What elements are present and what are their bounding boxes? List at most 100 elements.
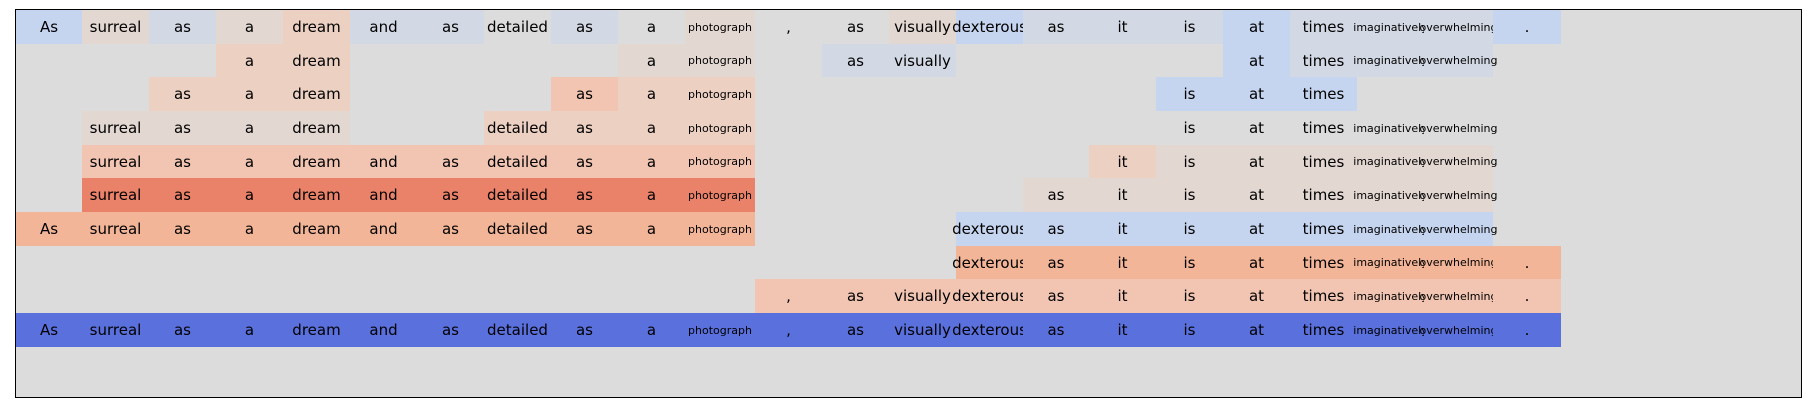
token-cell: overwhelming — [1419, 44, 1498, 77]
token-cell: a — [216, 44, 283, 77]
token-cell: it — [1089, 178, 1156, 212]
token-cell: . — [1493, 10, 1561, 44]
token-cell: detailed — [484, 313, 551, 347]
token-cell: at — [1223, 279, 1290, 313]
token-cell: and — [350, 178, 417, 212]
token-cell: dream — [283, 10, 350, 44]
token-cell: at — [1223, 111, 1290, 145]
token-cell: visually — [889, 10, 956, 44]
token-cell: overwhelming — [1419, 212, 1498, 246]
token-cell: as — [1023, 10, 1089, 44]
token-cell: overwhelming — [1419, 10, 1498, 44]
token-cell: times — [1290, 111, 1357, 145]
token-cell: as — [551, 178, 618, 212]
token-cell: , — [755, 10, 822, 44]
token-cell: and — [350, 313, 417, 347]
token-cell: a — [618, 145, 685, 178]
token-cell: times — [1290, 313, 1357, 347]
token-cell: detailed — [484, 212, 551, 246]
token-cell: a — [216, 313, 283, 347]
token-cell: is — [1156, 10, 1223, 44]
token-cell: as — [822, 10, 889, 44]
token-cell: As — [16, 10, 82, 44]
token-cell: as — [149, 77, 216, 111]
token-cell: as — [822, 279, 889, 313]
token-cell: . — [1493, 313, 1561, 347]
token-cell: is — [1156, 279, 1223, 313]
token-cell: as — [1023, 279, 1089, 313]
token-cell: times — [1290, 77, 1357, 111]
token-cell: it — [1089, 279, 1156, 313]
token-cell: a — [216, 212, 283, 246]
token-cell: a — [618, 10, 685, 44]
token-cell: at — [1223, 178, 1290, 212]
token-cell: at — [1223, 77, 1290, 111]
token-cell: is — [1156, 77, 1223, 111]
token-cell: a — [618, 44, 685, 77]
token-cell: at — [1223, 145, 1290, 178]
token-cell: dexterous — [952, 10, 1027, 44]
token-cell: times — [1290, 145, 1357, 178]
token-cell: a — [216, 77, 283, 111]
token-cell: photograph — [685, 10, 755, 44]
token-cell: . — [1493, 246, 1561, 279]
token-cell: dream — [283, 212, 350, 246]
token-cell: it — [1089, 313, 1156, 347]
token-cell: times — [1290, 10, 1357, 44]
token-cell: and — [350, 145, 417, 178]
token-cell: as — [551, 313, 618, 347]
token-cell: imaginatively — [1353, 145, 1428, 178]
token-cell: as — [822, 313, 889, 347]
token-cell: as — [1023, 178, 1089, 212]
token-cell: as — [417, 10, 484, 44]
token-cell: it — [1089, 10, 1156, 44]
token-cell: detailed — [484, 10, 551, 44]
token-cell: as — [149, 111, 216, 145]
token-cell: as — [417, 178, 484, 212]
token-cell: as — [149, 212, 216, 246]
token-cell: as — [1023, 313, 1089, 347]
token-cell: as — [822, 44, 889, 77]
token-cell: it — [1089, 145, 1156, 178]
token-cell: imaginatively — [1353, 279, 1428, 313]
token-cell: at — [1223, 313, 1290, 347]
token-cell: surreal — [82, 10, 149, 44]
token-cell: at — [1223, 212, 1290, 246]
token-cell: dexterous — [952, 246, 1027, 279]
token-cell: times — [1290, 178, 1357, 212]
token-cell: detailed — [484, 111, 551, 145]
token-cell: a — [618, 178, 685, 212]
token-cell: a — [618, 212, 685, 246]
token-cell: . — [1493, 279, 1561, 313]
token-cell: surreal — [82, 111, 149, 145]
token-cell: a — [216, 145, 283, 178]
token-cell: dream — [283, 111, 350, 145]
token-cell: photograph — [685, 77, 755, 111]
token-cell: a — [216, 178, 283, 212]
token-cell: as — [149, 313, 216, 347]
token-cell: surreal — [82, 313, 149, 347]
token-cell: dream — [283, 145, 350, 178]
token-cell: as — [1023, 212, 1089, 246]
token-cell: times — [1290, 44, 1357, 77]
token-cell: visually — [889, 44, 956, 77]
token-cell: dream — [283, 77, 350, 111]
token-cell: it — [1089, 212, 1156, 246]
token-cell: is — [1156, 145, 1223, 178]
token-cell: as — [417, 212, 484, 246]
token-cell: at — [1223, 44, 1290, 77]
token-cell: times — [1290, 212, 1357, 246]
token-cell: visually — [889, 313, 956, 347]
token-cell: dexterous — [952, 313, 1027, 347]
token-cell: surreal — [82, 212, 149, 246]
token-cell: overwhelming — [1419, 145, 1498, 178]
token-cell: dexterous — [952, 279, 1027, 313]
token-cell: photograph — [685, 313, 755, 347]
token-cell: overwhelming — [1419, 313, 1498, 347]
token-cell: times — [1290, 246, 1357, 279]
token-cell: as — [1023, 246, 1089, 279]
token-cell: a — [618, 313, 685, 347]
token-cell: is — [1156, 246, 1223, 279]
token-cell: is — [1156, 111, 1223, 145]
token-cell: As — [16, 212, 82, 246]
